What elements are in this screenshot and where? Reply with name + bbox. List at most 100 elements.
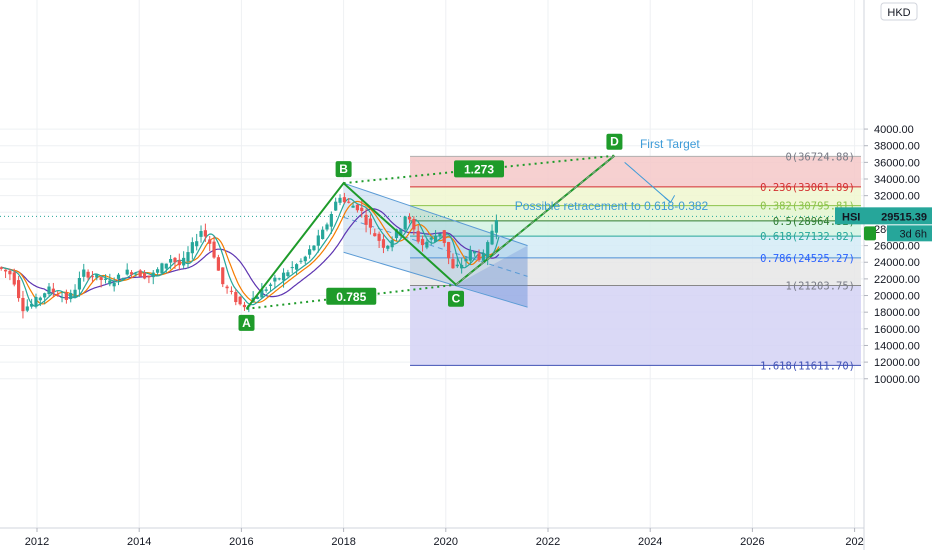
candle-body	[47, 286, 51, 295]
point-marker	[238, 314, 255, 331]
fibonacci-retracement: 0(36724.88) 0.236(33061.89) 0.382(30795.81…	[410, 151, 861, 372]
point-label: B	[339, 162, 348, 176]
candle-body	[425, 241, 429, 248]
candle-body	[412, 218, 416, 230]
candle-body	[69, 293, 73, 300]
channel-upper	[343, 182, 528, 247]
x-axis[interactable]: 2012 2014 2016 2018 2020 2022 2024 2026 202	[25, 528, 864, 548]
x-tick-label: 2026	[740, 536, 764, 548]
candle-body	[238, 296, 242, 305]
candle-body	[455, 264, 459, 267]
candle-body	[464, 258, 468, 262]
point-label: C	[452, 292, 461, 306]
channel-fill	[343, 183, 528, 308]
fib-level-label: 1.618(11611.70)	[760, 360, 855, 372]
candle-body	[486, 242, 490, 260]
fib-level-label: 0.382(30795.81)	[760, 201, 855, 213]
x-tick-label: 2022	[536, 536, 560, 548]
candle-body	[112, 282, 116, 287]
candle-body	[225, 286, 229, 289]
candle-body	[21, 297, 25, 312]
candle-body	[299, 260, 303, 262]
candle-body	[438, 233, 442, 237]
candle-body	[60, 296, 64, 298]
point-d[interactable]: D	[606, 133, 623, 150]
ratio-line-ac	[246, 283, 457, 310]
price-tag: HSI 29515.39 3d 6h	[835, 207, 932, 242]
candle-body	[325, 224, 329, 230]
point-a[interactable]: A	[238, 314, 255, 331]
point-b[interactable]: B	[335, 161, 352, 178]
candle-body	[447, 242, 451, 259]
candle-body	[108, 280, 112, 285]
point-c[interactable]: C	[448, 290, 465, 307]
candle-body	[316, 235, 320, 246]
y-tick-label: 4000.00	[874, 124, 914, 136]
candle-body	[203, 230, 207, 237]
candle-body	[90, 276, 95, 278]
candle-body	[12, 272, 16, 285]
candle-body	[30, 303, 34, 307]
price-marker	[864, 226, 876, 241]
price-tag-bg	[835, 207, 932, 225]
candle-body	[134, 273, 138, 275]
candle-body	[347, 201, 351, 203]
point-label: D	[610, 135, 619, 149]
fib-level-label: 0.786(24525.27)	[760, 253, 855, 265]
fib-zone	[410, 186, 861, 206]
price-tag-symbol: HSI	[842, 211, 860, 223]
candle-body	[3, 269, 8, 272]
ratio-label: 1.273	[454, 160, 505, 178]
candle-body	[373, 233, 377, 237]
currency-label: HKD	[887, 7, 910, 19]
candle-body	[73, 289, 77, 298]
candles	[0, 192, 498, 319]
projection-line	[455, 155, 615, 286]
currency-badge[interactable]: HKD	[880, 2, 918, 21]
candle-body	[290, 267, 294, 269]
candle-body	[17, 280, 21, 299]
candle-body	[116, 274, 121, 279]
candle-body	[151, 272, 155, 278]
candle-body	[160, 263, 164, 274]
candle-body	[103, 278, 108, 280]
candle-body	[368, 218, 373, 228]
y-tick-label: 32000.00	[874, 191, 920, 203]
x-tick-label: 2024	[638, 536, 662, 548]
candle-body	[429, 237, 433, 240]
candle-body	[433, 235, 438, 242]
x-tick-label: 202	[845, 536, 863, 548]
candle-body	[199, 231, 203, 237]
candle-body	[8, 270, 12, 275]
candle-body	[277, 278, 281, 280]
point-label: A	[242, 316, 251, 330]
candle-body	[86, 271, 90, 278]
y-axis[interactable]: 4000.0038000.0036000.0034000.0032000.003…	[864, 124, 920, 386]
candle-body	[51, 288, 55, 293]
y-tick-label: 12000.00	[874, 357, 920, 369]
x-tick-label: 2020	[434, 536, 458, 548]
candle-body	[255, 296, 260, 299]
plot-area: 0(36724.88) 0.236(33061.89) 0.382(30795.81…	[0, 0, 864, 528]
candle-body	[221, 267, 225, 285]
candle-body	[451, 259, 455, 269]
candle-body	[477, 253, 481, 261]
fib-zone	[410, 220, 861, 237]
channel-fill-lower	[456, 245, 528, 308]
candle-body	[208, 239, 212, 244]
currency-badge-bg	[880, 2, 918, 21]
y-tick-label: 26000.00	[874, 241, 920, 253]
arrow-head	[664, 195, 676, 204]
candle-body	[121, 278, 125, 280]
candle-body	[99, 277, 103, 281]
fib-zone	[410, 205, 861, 221]
candle-body	[264, 289, 268, 291]
candle-body	[173, 257, 177, 263]
candle-body	[169, 258, 173, 263]
y-tick-label: 20000.00	[874, 291, 920, 303]
ratio-label: 0.785	[326, 287, 377, 305]
candle-body	[360, 207, 364, 212]
candle-body	[303, 256, 307, 262]
y-tick-label: 34000.00	[874, 174, 920, 186]
